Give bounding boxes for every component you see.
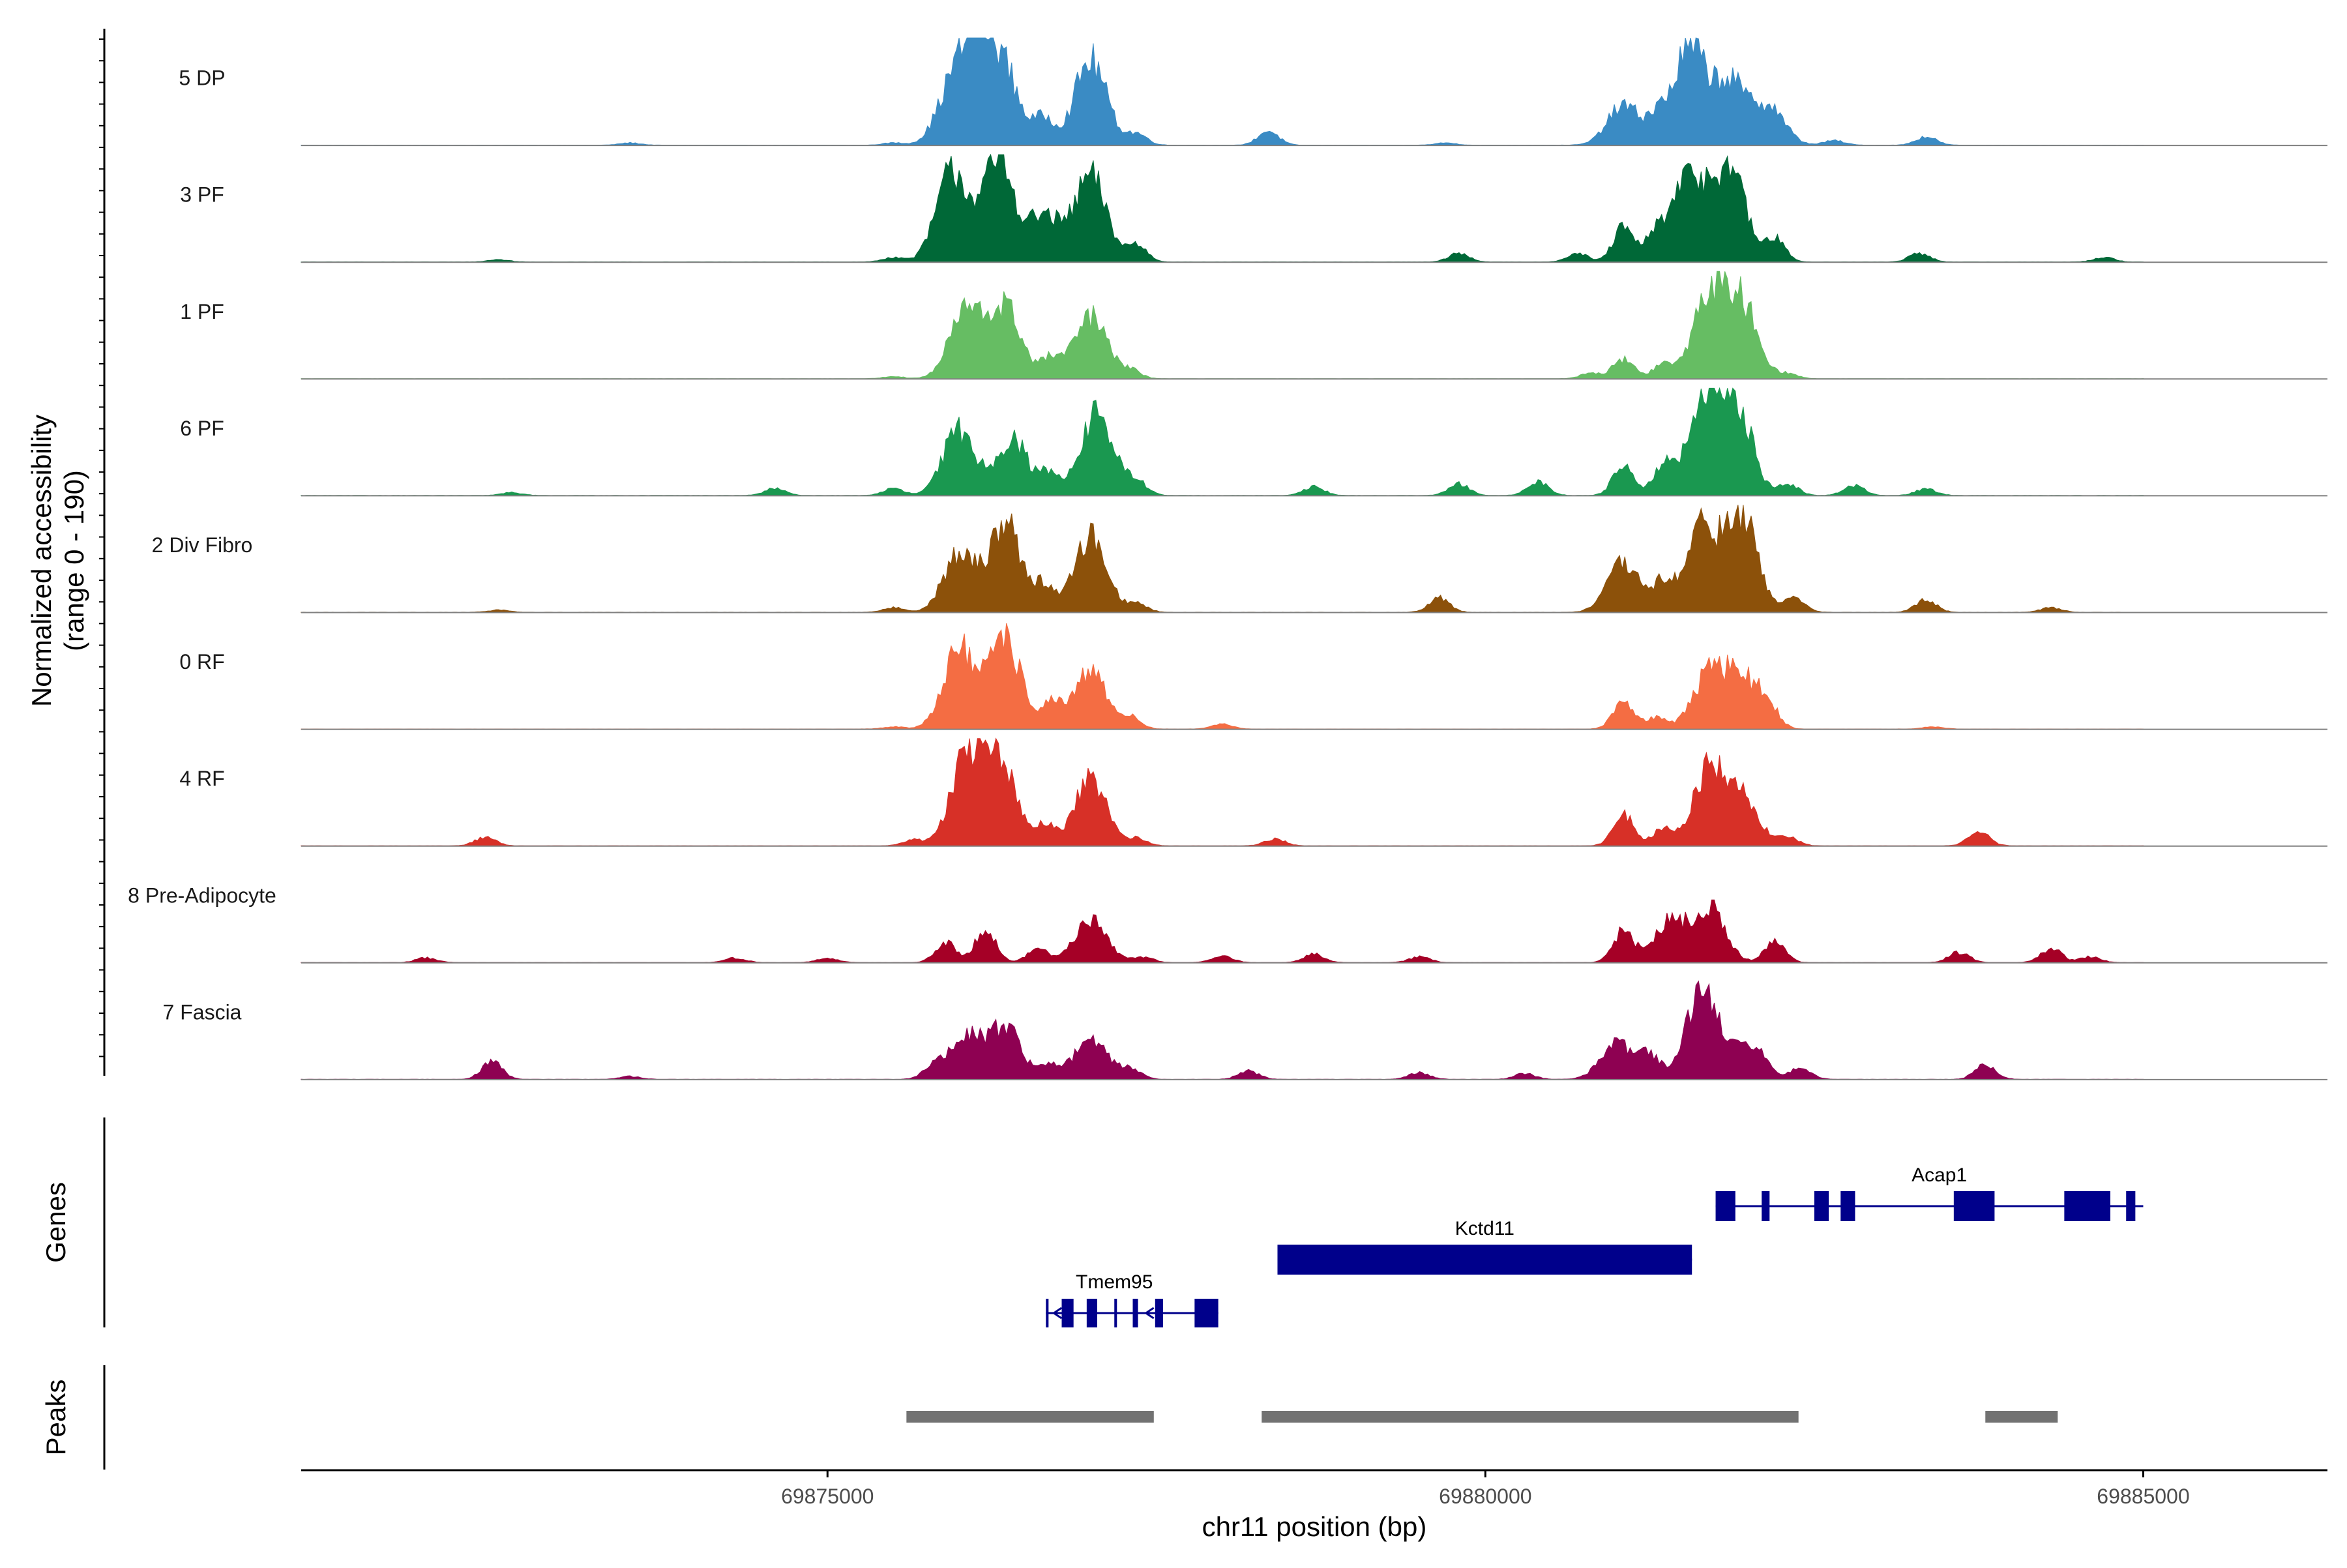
x-tick-label: 69885000	[2097, 1485, 2189, 1508]
coverage-tracks: 5 DP 3 PF 1 PF 6 PF 2 Div Fibro 0 RF 4 RF 8 Pre…	[128, 37, 2327, 1080]
track-label: 2 Div Fibro	[152, 533, 253, 557]
gene-exon	[1046, 1299, 1049, 1327]
gene-exon	[1061, 1299, 1074, 1327]
accessibility-y-axis	[99, 29, 106, 1076]
coverage-area	[301, 271, 2144, 379]
coverage-area	[301, 387, 2144, 496]
y-axis-range-label: (range 0 - 190)	[59, 470, 89, 651]
coverage-area	[301, 980, 2144, 1080]
track-label: 7 Fascia	[163, 1000, 242, 1024]
track-label: 0 RF	[179, 650, 224, 673]
coverage-area	[301, 153, 2144, 263]
gene-label: Acap1	[1912, 1164, 1967, 1186]
strand-arrow	[1052, 1307, 1063, 1320]
peak-region-bar	[906, 1411, 1154, 1423]
track-label: 4 RF	[179, 767, 224, 790]
coverage-area	[301, 505, 2144, 613]
peak-region-bar	[1262, 1411, 1799, 1423]
gene-exon	[1132, 1299, 1138, 1327]
peak-region-bar	[1985, 1411, 2058, 1423]
coverage-area	[301, 737, 2144, 847]
gene-exon	[1194, 1299, 1218, 1327]
coverage-track: 3 PF	[180, 153, 2327, 263]
gene-model: Acap1	[1715, 1164, 2144, 1221]
coverage-area	[301, 623, 2144, 730]
gene-exon	[1715, 1191, 1735, 1221]
gene-exon	[2064, 1191, 2110, 1221]
peak-regions	[906, 1411, 2058, 1423]
gene-exon	[1086, 1299, 1097, 1327]
gene-label: Tmem95	[1076, 1271, 1153, 1293]
gene-model: Tmem95	[1046, 1271, 1218, 1327]
strand-arrow	[1144, 1307, 1155, 1320]
gene-model: Kctd11	[1277, 1218, 1692, 1275]
gene-exon	[1814, 1191, 1829, 1221]
peaks-panel-label: Peaks	[40, 1380, 71, 1456]
gene-exon	[1840, 1191, 1855, 1221]
coverage-area	[301, 899, 2144, 964]
gene-label: Kctd11	[1455, 1218, 1514, 1239]
gene-exon	[1953, 1191, 1995, 1221]
gene-annotations: Tmem95 Kctd11 Acap1	[1046, 1164, 2144, 1327]
track-label: 5 DP	[179, 67, 225, 90]
coverage-track: 5 DP	[179, 37, 2327, 147]
x-tick-label: 69880000	[1439, 1485, 1531, 1508]
track-label: 8 Pre-Adipocyte	[128, 883, 276, 907]
coverage-track: 8 Pre-Adipocyte	[128, 883, 2327, 964]
gene-exon	[1277, 1245, 1692, 1275]
coverage-track: 1 PF	[180, 271, 2327, 380]
coverage-track: 4 RF	[179, 737, 2327, 847]
coverage-track: 2 Div Fibro	[152, 505, 2327, 614]
gene-exon	[1762, 1191, 1770, 1221]
gene-exon	[1155, 1299, 1163, 1327]
coverage-track: 0 RF	[179, 623, 2327, 730]
track-label: 6 PF	[180, 417, 224, 440]
x-axis: 69875000 69880000 69885000	[301, 1469, 2327, 1508]
coverage-area	[301, 37, 2144, 146]
gene-exon	[1114, 1299, 1117, 1327]
track-label: 1 PF	[180, 300, 224, 323]
genes-panel-label: Genes	[40, 1182, 71, 1263]
y-axis-label: Normalized accessibility	[26, 415, 57, 707]
coverage-track: 7 Fascia	[163, 980, 2327, 1080]
x-axis-label: chr11 position (bp)	[1202, 1511, 1427, 1542]
x-tick-label: 69875000	[781, 1485, 874, 1508]
gene-exon	[2126, 1191, 2136, 1221]
track-label: 3 PF	[180, 183, 224, 207]
coverage-track: 6 PF	[180, 387, 2327, 497]
